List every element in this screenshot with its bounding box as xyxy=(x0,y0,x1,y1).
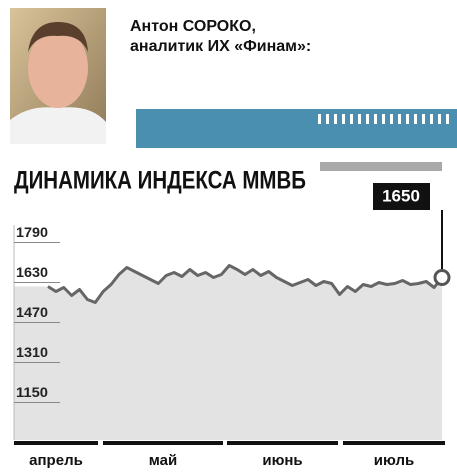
decor-tick xyxy=(390,114,393,124)
decor-tick xyxy=(326,114,329,124)
page: Антон СОРОКО, аналитик ИХ «Финам»: ДИНАМ… xyxy=(0,0,457,472)
decor-tick xyxy=(422,114,425,124)
decor-tick xyxy=(334,114,337,124)
decor-tick xyxy=(318,114,321,124)
y-tick-label: 1790 xyxy=(16,224,48,240)
y-tick-label: 1150 xyxy=(16,384,48,400)
decor-tick xyxy=(406,114,409,124)
author-role: аналитик ИХ «Финам»: xyxy=(130,38,311,55)
chart-title: ДИНАМИКА ИНДЕКСА ММВБ xyxy=(14,167,306,195)
decor-tick xyxy=(358,114,361,124)
y-tick-label: 1630 xyxy=(16,264,48,280)
photo xyxy=(10,8,106,144)
x-tick-label: апрель xyxy=(29,452,83,469)
x-tick-label: июль xyxy=(374,452,414,469)
x-tick-label: май xyxy=(149,452,177,469)
month-bar xyxy=(14,441,98,445)
y-tick-label: 1470 xyxy=(16,304,48,320)
value-label: 1650 xyxy=(382,186,420,205)
decor-tick xyxy=(430,114,433,124)
decor-tick xyxy=(374,114,377,124)
callout-marker xyxy=(435,271,449,285)
decor-tick xyxy=(438,114,441,124)
decor-tick xyxy=(366,114,369,124)
decor-tick xyxy=(446,114,449,124)
month-bar xyxy=(103,441,223,445)
decor-tick xyxy=(350,114,353,124)
title-bar xyxy=(320,162,442,171)
x-tick-label: июнь xyxy=(262,452,302,469)
chart: 1790 1630 1470 1310 1150 1650 апрель май июнь июл… xyxy=(14,183,449,469)
y-tick-label: 1310 xyxy=(16,344,48,360)
decor-tick xyxy=(382,114,385,124)
decor-tick xyxy=(342,114,345,124)
month-bar xyxy=(343,441,445,445)
decor-tick xyxy=(414,114,417,124)
month-bar xyxy=(227,441,338,445)
decor-tick xyxy=(398,114,401,124)
author-name: Антон СОРОКО, xyxy=(130,18,256,35)
